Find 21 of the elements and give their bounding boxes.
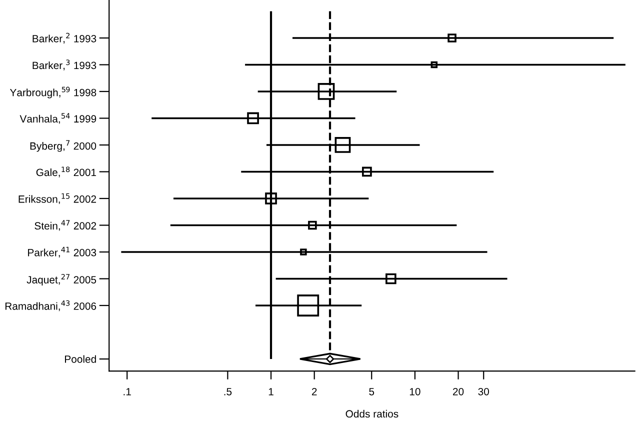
- x-tick-label: .1: [124, 388, 131, 396]
- x-tick-label: 20: [453, 388, 464, 396]
- y-tick-label: Yarbrough,$^{59}$ 1998: [10, 86, 96, 98]
- y-tick-label: Stein,$^{47}$ 2002: [34, 220, 96, 231]
- y-tick-label: Vanhala,$^{54}$ 1999: [20, 113, 96, 124]
- x-tick-label: 10: [410, 388, 420, 396]
- x-tick-label: 1: [268, 388, 274, 396]
- x-axis-title: Odds ratios: [346, 410, 398, 418]
- x-tick-label: 30: [478, 388, 489, 396]
- x-tick-label: .5: [224, 388, 232, 396]
- y-tick-label: Pooled: [65, 355, 96, 363]
- y-tick-label: Eriksson,$^{15}$ 2002: [18, 193, 96, 204]
- y-tick-label: Barker,$^{2}$ 1993: [32, 32, 96, 44]
- y-tick-label: Parker,$^{41}$ 2003: [28, 246, 96, 258]
- y-tick-label: Jaquet,$^{27}$ 2005: [26, 274, 96, 286]
- x-tick-label: 2: [312, 388, 317, 396]
- x-tick-label: 5: [369, 388, 374, 396]
- y-tick-label: Byberg,$^{7}$ 2000: [30, 140, 96, 152]
- y-tick-label: Barker,$^{3}$ 1993: [32, 60, 96, 70]
- y-tick-label: Gale,$^{18}$ 2001: [36, 166, 96, 178]
- y-tick-label: Ramadhani,$^{43}$ 2006: [5, 300, 96, 312]
